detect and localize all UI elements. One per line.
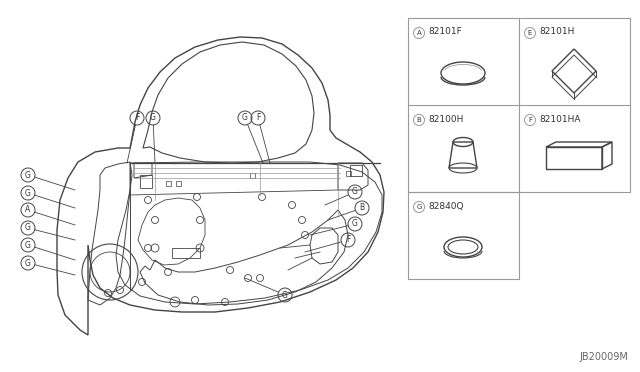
Text: G: G [352,219,358,228]
Text: G: G [25,189,31,198]
Text: 82101HA: 82101HA [539,115,580,124]
Bar [166,180,170,186]
Text: G: G [352,187,358,196]
Text: 82840Q: 82840Q [428,202,463,211]
Text: G: G [25,170,31,180]
Text: G: G [25,259,31,267]
Bar [408,192,519,279]
Text: G: G [416,204,422,210]
Text: G: G [150,113,156,122]
Text: G: G [242,113,248,122]
Text: F: F [528,117,532,123]
Bar [346,170,351,176]
Text: 82101F: 82101F [428,28,461,36]
Text: 82100H: 82100H [428,115,463,124]
Text: F: F [346,235,350,244]
Text: G: G [25,224,31,232]
Text: A: A [417,30,421,36]
Bar [175,180,180,186]
Text: E: E [528,30,532,36]
Text: G: G [282,291,288,299]
Text: F: F [135,113,139,122]
Text: B: B [360,203,365,212]
Text: B: B [417,117,421,123]
Bar [408,18,630,192]
Bar [250,173,255,177]
Text: F: F [256,113,260,122]
Text: G: G [25,241,31,250]
Text: JB20009M: JB20009M [579,352,628,362]
Text: 82101H: 82101H [539,28,574,36]
Text: A: A [26,205,31,215]
